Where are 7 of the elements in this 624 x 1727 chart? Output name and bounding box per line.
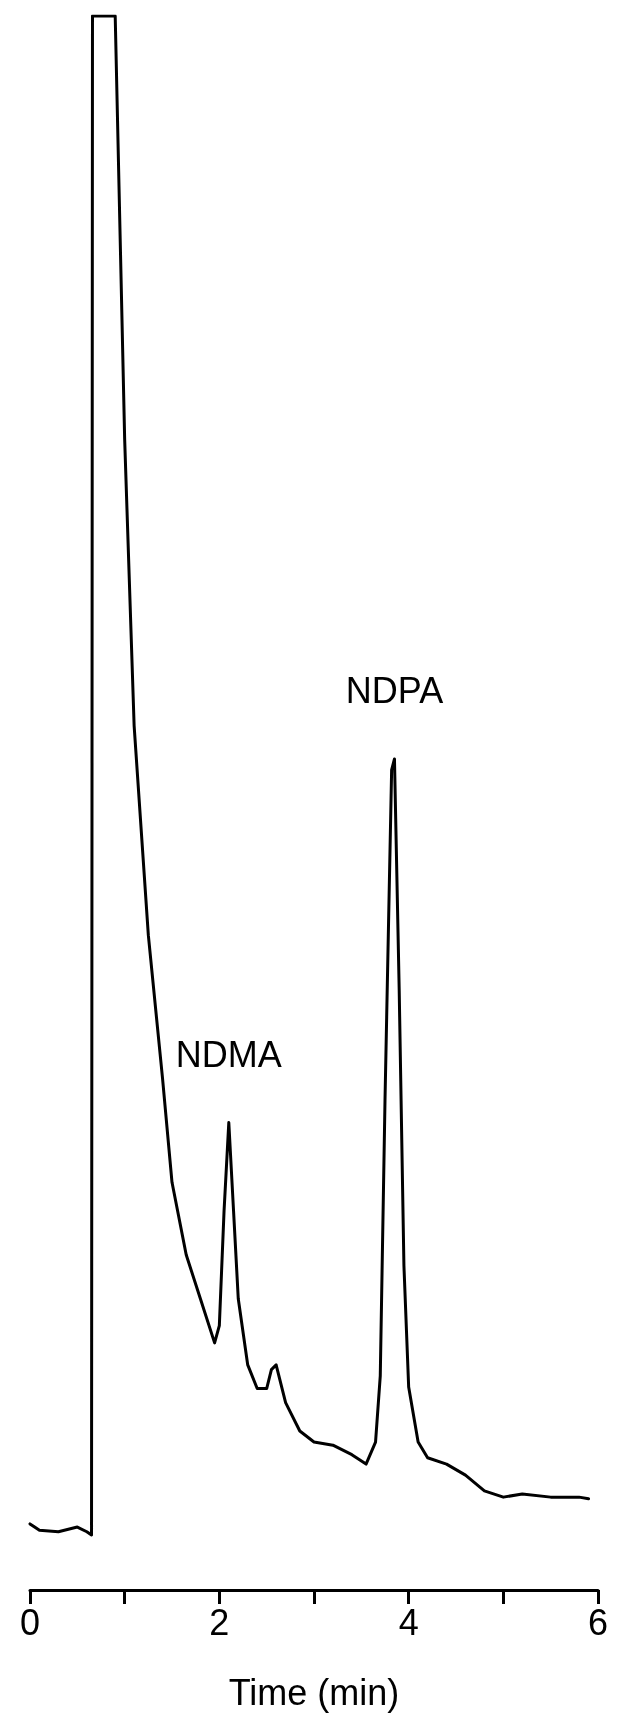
x-tick-label: 6 [587, 1601, 609, 1643]
x-tick-label: 0 [19, 1601, 41, 1643]
x-tick-label: 4 [398, 1601, 419, 1643]
x-axis-title: Time (min) [228, 1671, 400, 1713]
annotation: NDPA [345, 670, 444, 712]
annotation: NDMA [175, 1034, 282, 1076]
x-tick-label: 2 [209, 1601, 230, 1643]
